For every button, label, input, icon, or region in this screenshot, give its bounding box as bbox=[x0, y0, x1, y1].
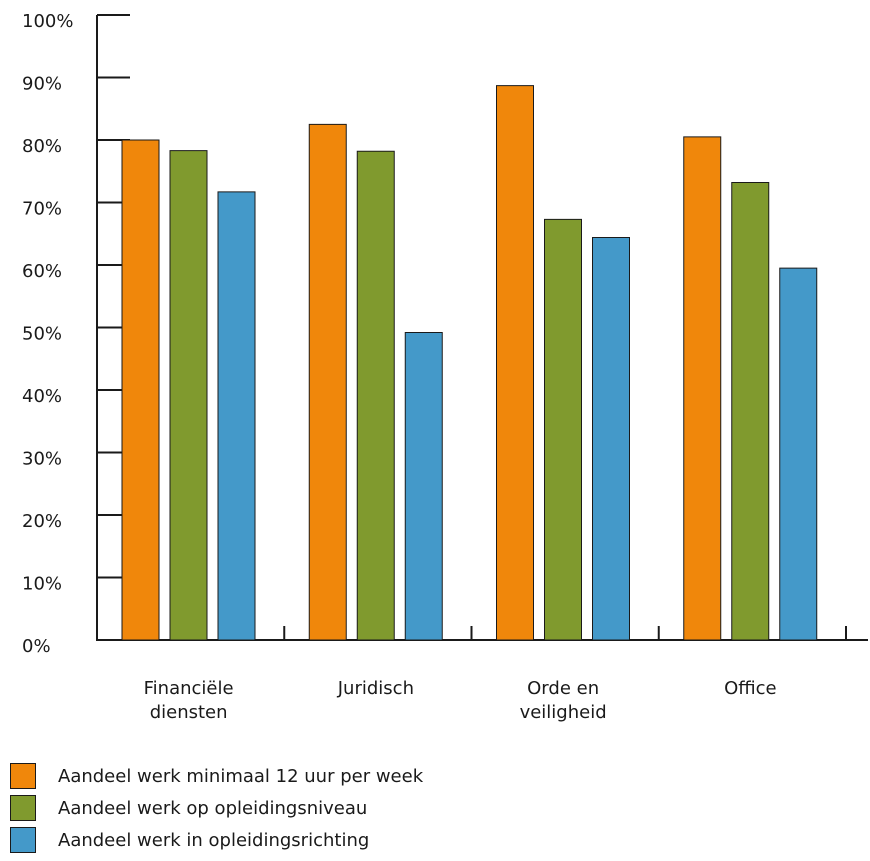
legend-swatch-series-3 bbox=[10, 827, 36, 853]
bar-series-3-cat-4 bbox=[779, 267, 818, 641]
y-tick-label: 0% bbox=[22, 636, 51, 657]
bars bbox=[121, 85, 818, 641]
bar-chart: 0% 10% 20% 30% 40% 50% 60% 70% 80% 90% 100% Financ… bbox=[22, 11, 868, 723]
legend-label-series-1: Aandeel werk minimaal 12 uur per week bbox=[58, 765, 424, 787]
y-tick-label: 20% bbox=[22, 511, 62, 532]
y-tick-label: 10% bbox=[22, 574, 62, 595]
y-tick-label: 70% bbox=[22, 199, 62, 220]
x-category-label-line: Juridisch bbox=[337, 678, 414, 699]
x-category-label: Juridisch bbox=[337, 678, 414, 699]
x-category-label-line: Financiële bbox=[144, 678, 234, 699]
y-tick-label: 50% bbox=[22, 324, 62, 345]
y-tick-label: 40% bbox=[22, 386, 62, 407]
legend-label-series-2: Aandeel werk op opleidingsniveau bbox=[58, 797, 368, 819]
legend-swatch-series-2 bbox=[10, 795, 36, 821]
y-tick-label: 90% bbox=[22, 74, 62, 95]
legend-item-series-2: Aandeel werk op opleidingsniveau bbox=[10, 792, 423, 824]
bar-series-2-cat-1 bbox=[169, 150, 208, 641]
y-tick-label: 80% bbox=[22, 136, 62, 157]
bar-series-2-cat-2 bbox=[356, 150, 395, 641]
bar-series-3-cat-2 bbox=[404, 332, 443, 641]
bar-series-1-cat-2 bbox=[308, 123, 347, 641]
y-tick-label: 30% bbox=[22, 449, 62, 470]
bar-series-1-cat-1 bbox=[121, 139, 160, 641]
legend: Aandeel werk minimaal 12 uur per week Aa… bbox=[10, 760, 423, 856]
bar-series-1-cat-3 bbox=[496, 85, 534, 641]
bar-series-3-cat-3 bbox=[592, 237, 630, 641]
x-category-label-line: Orde en bbox=[527, 678, 599, 699]
x-category-label-line: Office bbox=[724, 678, 777, 699]
bar-series-2-cat-3 bbox=[544, 218, 582, 641]
x-category-label: Financiële diensten bbox=[144, 678, 234, 723]
x-category-label-line: veiligheid bbox=[520, 702, 607, 723]
y-tick-label: 60% bbox=[22, 261, 62, 282]
y-axis-ticks: 0% 10% 20% 30% 40% 50% 60% 70% 80% 90% 100% bbox=[22, 11, 130, 657]
legend-swatch-series-1 bbox=[10, 763, 36, 789]
x-category-label: Office bbox=[724, 678, 777, 699]
legend-item-series-1: Aandeel werk minimaal 12 uur per week bbox=[10, 760, 423, 792]
bar-series-3-cat-1 bbox=[217, 191, 256, 641]
legend-label-series-3: Aandeel werk in opleidingsrichting bbox=[58, 829, 370, 851]
legend-item-series-3: Aandeel werk in opleidingsrichting bbox=[10, 824, 423, 856]
bar-series-1-cat-4 bbox=[683, 136, 722, 641]
x-category-label-line: diensten bbox=[150, 702, 228, 723]
x-category-label: Orde en veiligheid bbox=[520, 678, 607, 723]
bar-series-2-cat-4 bbox=[731, 182, 770, 641]
y-tick-label: 100% bbox=[22, 11, 73, 32]
x-axis-labels: Financiële diensten Juridisch Orde en veilig… bbox=[144, 678, 777, 723]
